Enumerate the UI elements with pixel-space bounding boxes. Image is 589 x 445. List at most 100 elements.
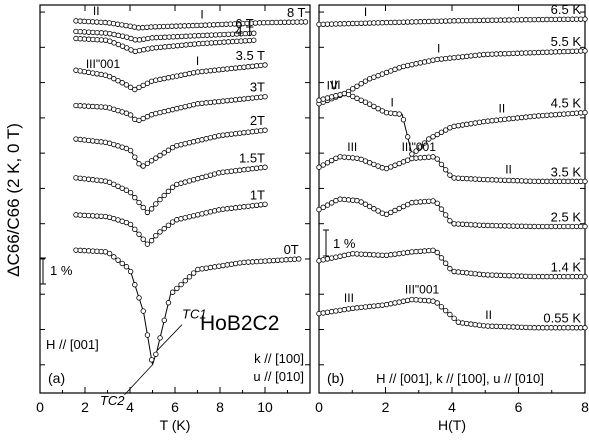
data-point: [140, 82, 146, 89]
data-point: [169, 219, 176, 225]
data-point: [582, 109, 588, 116]
data-point: [127, 84, 134, 91]
series-a-1-5t: [73, 164, 268, 216]
data-point: [182, 278, 188, 284]
data-point: [366, 203, 373, 210]
data-point: [442, 212, 449, 218]
x-tick-label-a-2: 2: [81, 399, 89, 415]
data-point: [430, 154, 436, 160]
series-label-a-8-t: 8 T: [287, 5, 306, 20]
series-label-b-3-5-k: 3.5 K: [551, 164, 582, 179]
x-tick-label-b-0: 0: [315, 399, 323, 415]
data-point: [582, 16, 588, 22]
data-point: [426, 58, 432, 64]
data-point: [413, 148, 419, 154]
data-point: [140, 163, 146, 169]
data-point: [451, 315, 457, 322]
data-point: [582, 273, 588, 280]
data-point: [447, 265, 453, 272]
data-point: [262, 62, 268, 68]
data-point: [186, 70, 193, 77]
data-point: [127, 221, 134, 228]
data-point: [161, 225, 167, 232]
data-point: [161, 150, 167, 156]
data-point: [148, 357, 155, 363]
data-point: [302, 19, 309, 25]
data-point: [430, 198, 436, 204]
data-point: [333, 254, 339, 260]
data-point: [400, 63, 407, 70]
series-a-1t: [73, 201, 268, 247]
data-point: [190, 70, 197, 76]
phase-label-a: I: [200, 7, 203, 21]
data-point: [324, 160, 331, 166]
data-point: [123, 187, 130, 193]
data-point: [350, 86, 356, 92]
data-point: [136, 161, 142, 167]
data-point: [132, 48, 138, 55]
data-point: [296, 256, 302, 262]
series-label-a-3t: 3T: [250, 80, 265, 95]
series-b-3-5-k: [316, 154, 588, 185]
data-point: [328, 255, 335, 261]
data-point: [400, 298, 407, 304]
data-point: [392, 207, 398, 214]
data-point: [111, 75, 117, 82]
scale-bar-a-label: 1 %: [50, 263, 73, 278]
data-point: [434, 300, 440, 306]
data-point: [140, 236, 146, 242]
data-point: [106, 179, 113, 186]
data-point: [434, 249, 440, 256]
data-point: [350, 93, 356, 100]
data-point: [262, 201, 268, 207]
series-label-b-4-5-k: 4.5 K: [551, 96, 582, 111]
data-point: [404, 134, 411, 140]
data-point: [119, 185, 125, 191]
series-label-b-2-5-k: 2.5 K: [551, 210, 582, 225]
data-point: [442, 167, 449, 173]
phase-label-b: I: [390, 95, 393, 109]
phase-label-b: I: [364, 5, 367, 19]
phase-label-a: III"001: [86, 57, 121, 71]
data-point: [434, 131, 440, 138]
data-point: [438, 161, 445, 168]
data-point: [169, 289, 176, 295]
data-point: [434, 156, 440, 162]
data-point: [141, 36, 147, 42]
data-point: [358, 81, 364, 87]
data-point: [153, 351, 159, 357]
data-point: [127, 268, 134, 275]
data-point: [417, 60, 424, 66]
data-point: [178, 72, 184, 78]
data-point: [324, 256, 331, 262]
data-point: [157, 196, 163, 203]
series-a-2t: [73, 127, 268, 169]
data-point: [144, 160, 151, 167]
series-b-1-4-k: [316, 247, 588, 280]
data-point: [144, 241, 151, 247]
transition-leader-2: [124, 364, 153, 396]
data-point: [132, 86, 138, 93]
data-point: [145, 46, 151, 52]
data-point: [141, 47, 147, 53]
data-point: [140, 204, 146, 211]
x-axis-label-b: H(T): [438, 417, 466, 433]
data-point: [145, 35, 151, 42]
field-directions-b: H // [001], k // [100], u // [010]: [376, 371, 544, 386]
data-point: [375, 208, 381, 214]
x-tick-label-a-8: 8: [216, 399, 224, 415]
series-b-4-5-k: [316, 90, 588, 157]
data-point: [136, 47, 143, 54]
data-point: [174, 285, 180, 292]
x-tick-label-b-4: 4: [448, 399, 456, 415]
data-point: [324, 202, 331, 208]
data-point: [388, 301, 394, 307]
material-label: HoB2C2: [200, 312, 279, 335]
data-point: [396, 111, 402, 117]
data-point: [396, 205, 402, 212]
scale-bar-a: 1 %: [40, 257, 73, 285]
data-point: [320, 257, 326, 263]
data-point: [165, 147, 172, 153]
series-b-6-5-k: [316, 16, 588, 28]
scale-bar-b-label: 1 %: [333, 236, 356, 251]
